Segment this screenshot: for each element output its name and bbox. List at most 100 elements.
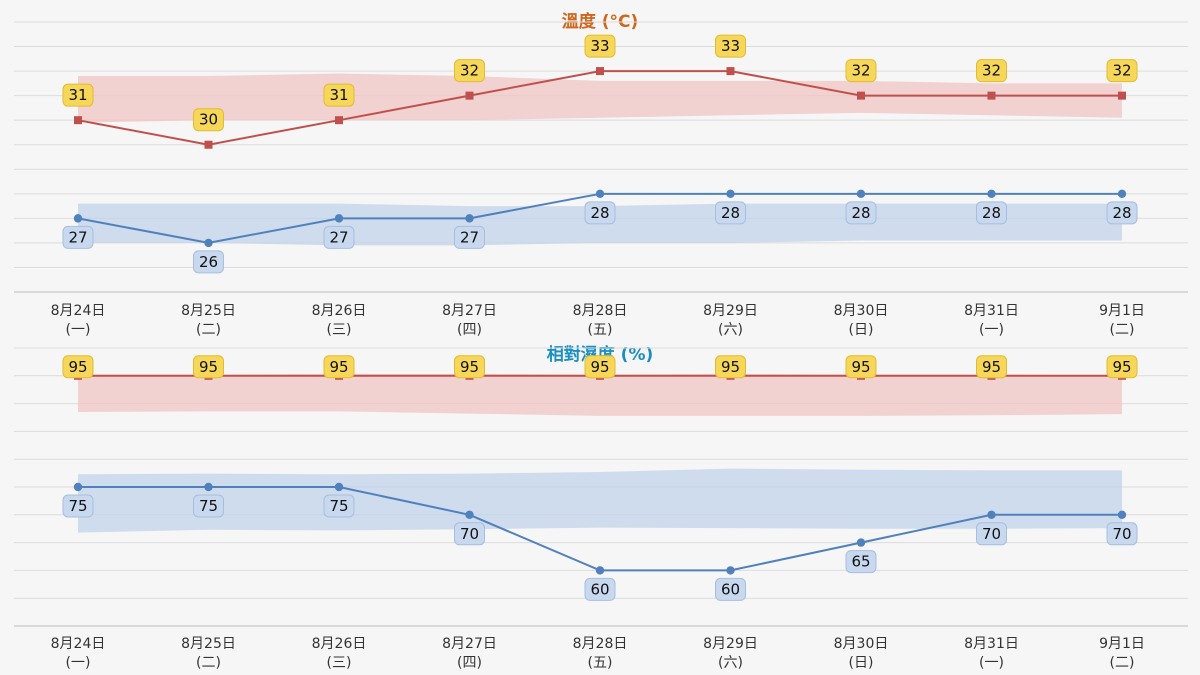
min-point xyxy=(73,214,83,223)
x-tick-date: 8月24日 xyxy=(51,303,106,319)
min-data-label-bg xyxy=(845,201,877,225)
max-data-label-bg xyxy=(715,34,746,58)
x-tick-date: 8月29日 xyxy=(703,303,758,319)
x-tick-date: 8月31日 xyxy=(964,636,1019,652)
min-data-label: 75 xyxy=(199,497,218,515)
min-point xyxy=(1117,510,1127,519)
min-point xyxy=(334,482,344,492)
x-tick-weekday: (一) xyxy=(979,655,1004,671)
x-tick-weekday: (五) xyxy=(588,322,613,338)
x-tick-weekday: (三) xyxy=(327,655,352,671)
max-point xyxy=(465,91,474,100)
min-data-label: 28 xyxy=(1112,204,1131,222)
max-data-label: 95 xyxy=(329,358,348,376)
min-data-label: 70 xyxy=(460,525,479,543)
x-tick-date: 8月28日 xyxy=(573,636,628,652)
min-data-label-bg xyxy=(193,494,224,518)
min-data-label-bg xyxy=(62,225,94,249)
min-point xyxy=(987,189,996,199)
min-data-label: 27 xyxy=(68,228,87,246)
max-data-label-bg xyxy=(845,59,877,83)
min-range-band xyxy=(78,468,1122,533)
max-data-label: 95 xyxy=(460,358,479,376)
max-data-label: 95 xyxy=(590,358,609,376)
min-data-label-bg xyxy=(584,201,616,225)
max-data-label: 32 xyxy=(982,62,1001,80)
x-tick-date: 9月1日 xyxy=(1099,636,1145,652)
min-data-label: 60 xyxy=(721,580,740,598)
x-tick-weekday: (二) xyxy=(196,322,221,338)
min-data-label-bg xyxy=(454,522,485,546)
chart-title: 相對濕度 (%) xyxy=(547,344,654,365)
x-tick-weekday: (二) xyxy=(1110,655,1135,671)
x-tick-date: 8月29日 xyxy=(703,636,758,652)
min-data-label: 75 xyxy=(68,497,87,515)
min-point xyxy=(726,566,735,575)
min-data-label: 70 xyxy=(982,525,1001,543)
x-tick-weekday: (日) xyxy=(849,322,874,338)
min-data-label: 28 xyxy=(982,204,1001,222)
max-data-label-bg xyxy=(193,108,224,132)
min-point xyxy=(334,214,344,223)
min-data-label-bg xyxy=(454,225,485,249)
min-point xyxy=(726,189,735,199)
min-data-label: 65 xyxy=(851,553,870,571)
x-tick-date: 8月24日 xyxy=(51,636,106,652)
max-data-label-bg xyxy=(584,34,616,58)
max-data-label: 32 xyxy=(460,62,479,80)
min-data-label-bg xyxy=(1106,201,1138,225)
min-point xyxy=(856,538,866,547)
max-data-label: 32 xyxy=(851,62,870,80)
min-data-label: 70 xyxy=(1112,525,1131,543)
max-data-label-bg xyxy=(1106,59,1138,83)
x-tick-weekday: (三) xyxy=(327,322,352,338)
max-range-band xyxy=(78,73,1122,123)
min-point xyxy=(73,482,83,492)
max-data-label: 95 xyxy=(721,358,740,376)
x-tick-weekday: (五) xyxy=(588,655,613,671)
x-tick-date: 8月30日 xyxy=(834,303,889,319)
max-data-label-bg xyxy=(845,355,877,379)
min-data-label-bg xyxy=(976,522,1007,546)
max-data-label: 30 xyxy=(199,111,218,129)
max-data-label: 95 xyxy=(68,358,87,376)
max-data-label-bg xyxy=(584,355,616,379)
min-point xyxy=(987,510,996,519)
max-data-label: 33 xyxy=(721,37,740,55)
min-point xyxy=(1117,189,1127,199)
x-tick-date: 8月25日 xyxy=(181,636,236,652)
min-point xyxy=(595,566,605,575)
max-point xyxy=(596,67,604,76)
max-data-label-bg xyxy=(62,83,94,107)
max-data-label-bg xyxy=(1106,355,1138,379)
max-data-label-bg xyxy=(193,355,224,379)
max-point xyxy=(987,91,996,100)
max-data-label-bg xyxy=(715,355,746,379)
max-data-label-bg xyxy=(62,355,94,379)
x-tick-date: 8月28日 xyxy=(573,303,628,319)
max-data-label: 33 xyxy=(590,37,609,55)
max-data-label: 31 xyxy=(329,86,348,104)
max-data-label-bg xyxy=(976,59,1007,83)
x-tick-weekday: (一) xyxy=(979,322,1004,338)
x-tick-date: 8月30日 xyxy=(834,636,889,652)
max-data-label: 95 xyxy=(1112,358,1131,376)
min-point xyxy=(465,214,474,223)
min-data-label-bg xyxy=(976,201,1007,225)
max-point xyxy=(74,116,82,125)
min-data-label-bg xyxy=(715,577,746,601)
min-point xyxy=(465,510,474,519)
x-tick-date: 8月31日 xyxy=(964,303,1019,319)
max-data-label-bg xyxy=(454,59,485,83)
x-tick-date: 9月1日 xyxy=(1099,303,1145,319)
min-data-label: 27 xyxy=(460,228,479,246)
x-tick-weekday: (日) xyxy=(849,655,874,671)
x-tick-weekday: (四) xyxy=(457,322,482,338)
max-range-band xyxy=(78,374,1122,416)
max-point xyxy=(1118,91,1126,100)
x-tick-date: 8月26日 xyxy=(312,303,367,319)
x-tick-weekday: (二) xyxy=(196,655,221,671)
x-tick-weekday: (六) xyxy=(718,322,743,338)
